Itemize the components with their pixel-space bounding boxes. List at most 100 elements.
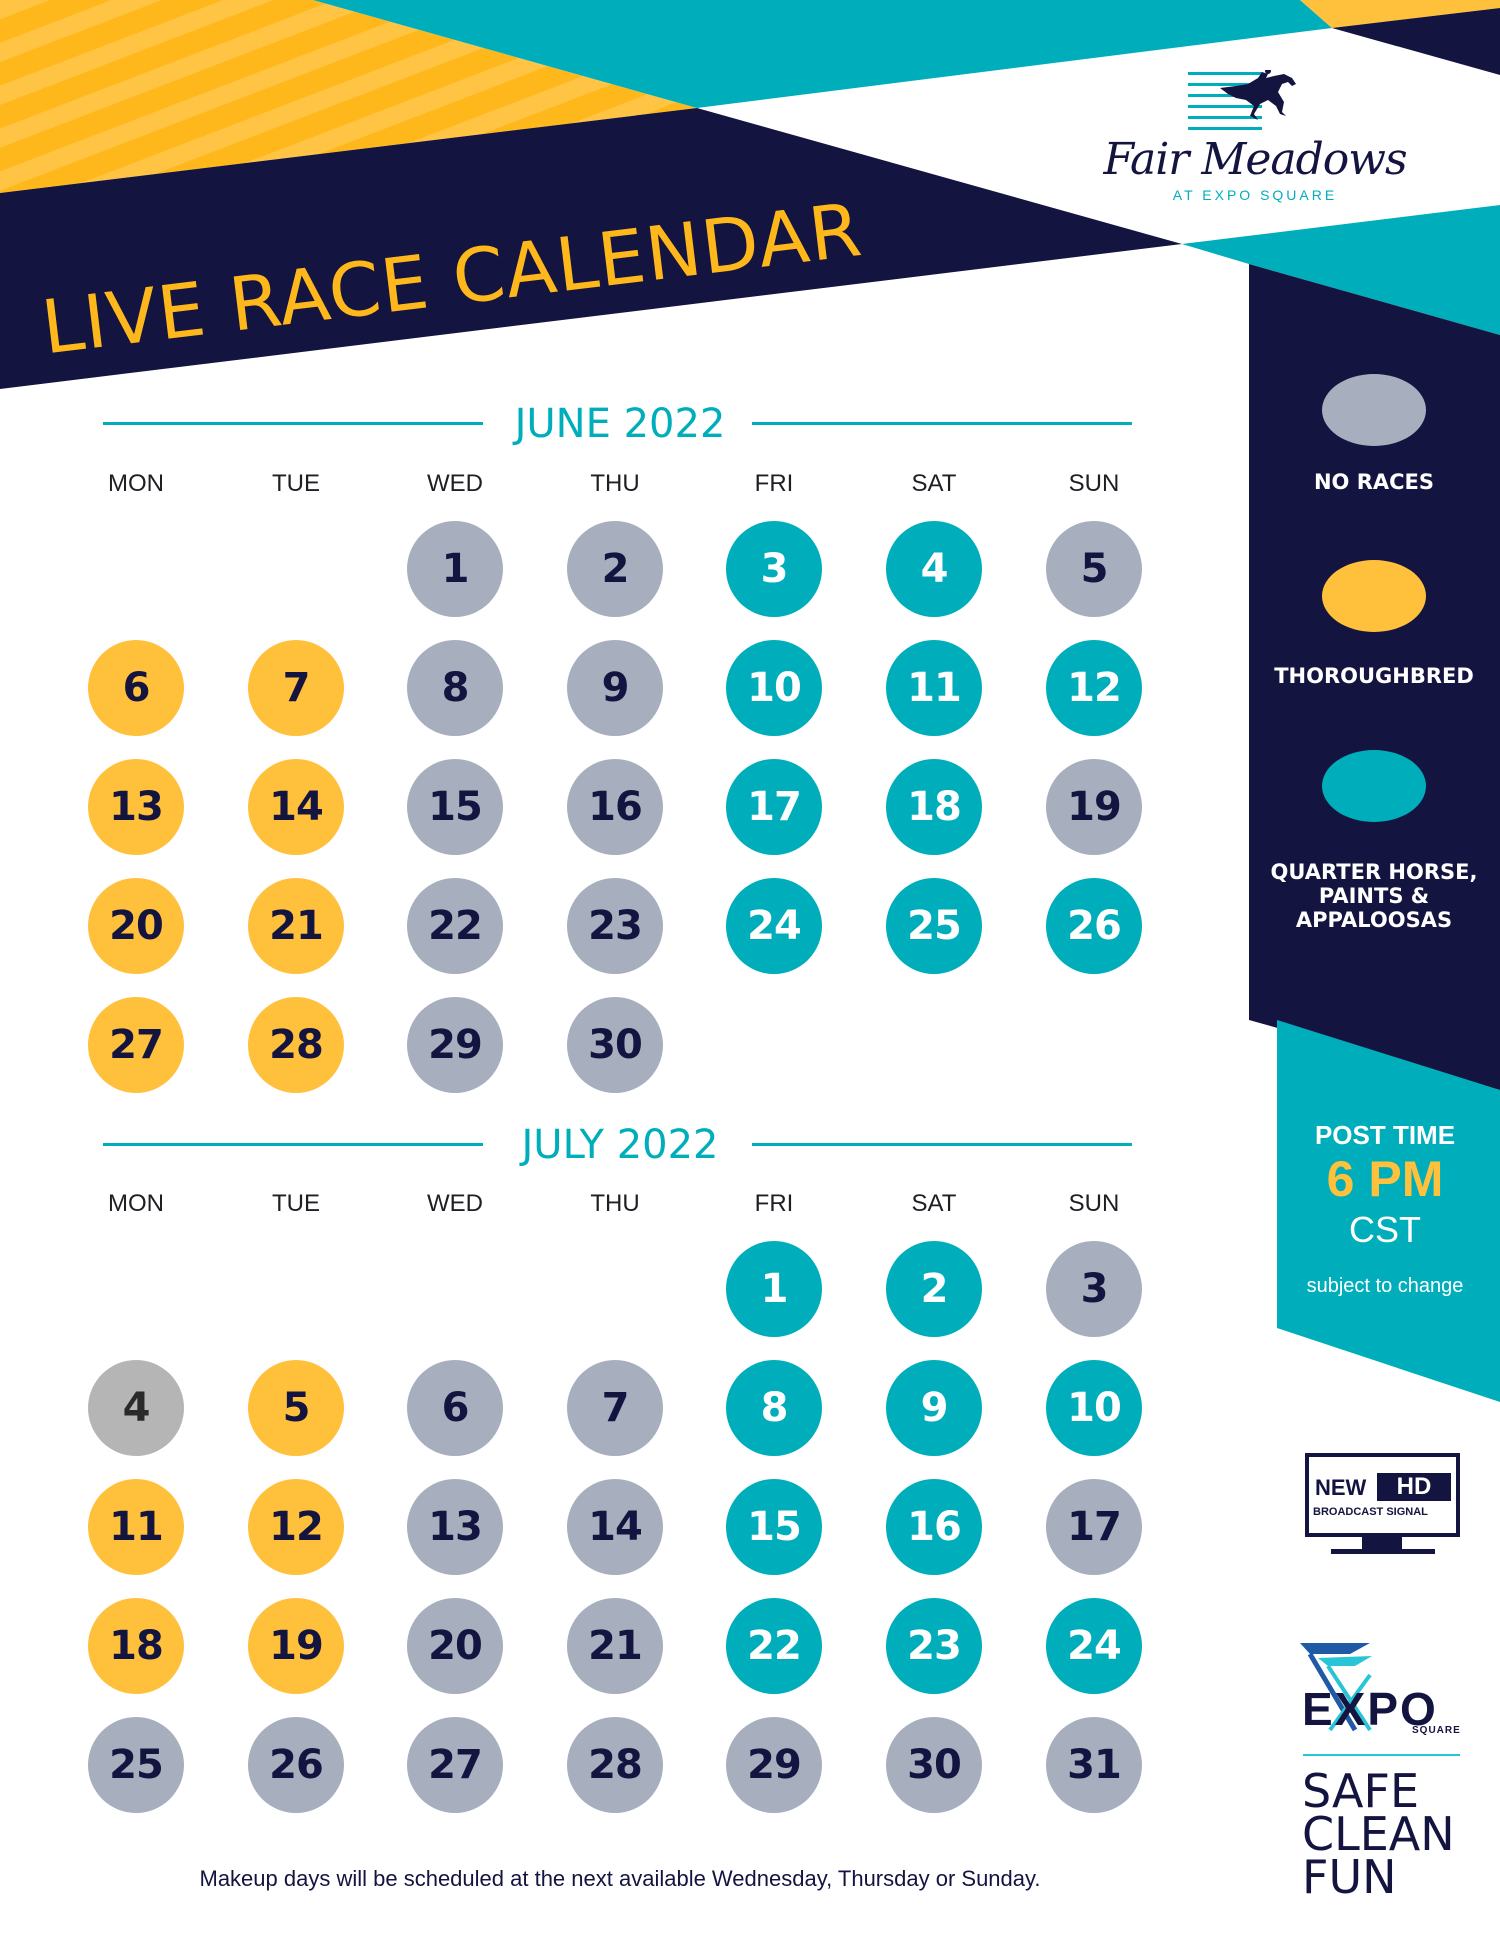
calendar-day-none: 1 <box>407 521 503 617</box>
calendar-day-none: 22 <box>407 878 503 974</box>
calendar-day-none: 16 <box>567 759 663 855</box>
legend-label-no-races: NO RACES <box>1313 470 1435 494</box>
calendar-day-qh: 12 <box>1046 640 1142 736</box>
calendar-day-qh: 23 <box>886 1598 982 1694</box>
calendar-day-qh: 15 <box>726 1479 822 1575</box>
calendar-day-none: 27 <box>407 1717 503 1813</box>
weekday-header: MON <box>108 470 164 497</box>
calendar-day-none: 2 <box>567 521 663 617</box>
calendar-day-none: 19 <box>1046 759 1142 855</box>
calendar-day-thor: 6 <box>88 640 184 736</box>
calendar-day-thor: 18 <box>88 1598 184 1694</box>
calendar-day-none: 5 <box>1046 521 1142 617</box>
fair-meadows-logo: Fair Meadows AT EXPO SQUARE <box>1100 60 1410 210</box>
calendar-day-none: 29 <box>726 1717 822 1813</box>
calendar-day-thor: 7 <box>248 640 344 736</box>
logo-subtitle: AT EXPO SQUARE <box>1172 187 1338 203</box>
calendar-day-none: 6 <box>407 1360 503 1456</box>
calendar-day-qh: 22 <box>726 1598 822 1694</box>
month-title: JUNE 2022 <box>514 401 726 447</box>
weekday-header: THU <box>590 470 640 497</box>
legend-swatch-thoroughbred <box>1322 560 1426 632</box>
post-time-label: POST TIME <box>1314 1120 1456 1150</box>
legend-label-thoroughbred: THOROUGHBRED <box>1274 664 1474 688</box>
calendar-day-qh: 2 <box>886 1241 982 1337</box>
calendar-day-qh: 10 <box>1046 1360 1142 1456</box>
weekday-header: TUE <box>272 470 320 497</box>
tv-stand-icon <box>1362 1537 1402 1549</box>
calendar-day-none: 30 <box>567 997 663 1093</box>
calendar-day-qh: 4 <box>886 521 982 617</box>
calendar-day-none: 23 <box>567 878 663 974</box>
calendar-day-thor: 28 <box>248 997 344 1093</box>
calendar-day-none: 9 <box>567 640 663 736</box>
calendar-day-none: 25 <box>88 1717 184 1813</box>
expo-wordmark: EXPO <box>1302 1683 1438 1735</box>
tv-base-icon <box>1331 1549 1435 1554</box>
calendar-day-qh: 24 <box>726 878 822 974</box>
calendar-day-thor: 14 <box>248 759 344 855</box>
weekday-header: SAT <box>911 1190 957 1217</box>
calendar-day-none: 3 <box>1046 1241 1142 1337</box>
calendar-day-qh: 3 <box>726 521 822 617</box>
weekday-header: WED <box>427 470 483 497</box>
legend-swatch-no-races <box>1322 374 1426 446</box>
calendar-day-none: 8 <box>407 640 503 736</box>
calendar-day-thor: 20 <box>88 878 184 974</box>
calendar-day-qh: 25 <box>886 878 982 974</box>
calendar-day-none: 31 <box>1046 1717 1142 1813</box>
month-divider-left <box>103 422 483 425</box>
calendar-day-thor: 21 <box>248 878 344 974</box>
post-time-zone: CST <box>1349 1209 1421 1250</box>
weekday-header: SUN <box>1068 1190 1120 1217</box>
calendar-day-none: 14 <box>567 1479 663 1575</box>
weekday-header: MON <box>108 1190 164 1217</box>
calendar-day-qh: 11 <box>886 640 982 736</box>
calendar-day-qh: 18 <box>886 759 982 855</box>
weekday-header: SUN <box>1068 470 1120 497</box>
slogan-fun: FUN <box>1302 1850 1397 1904</box>
expo-square-flag-icon <box>1300 1643 1372 1732</box>
makeup-days-note: Makeup days will be scheduled at the nex… <box>199 1866 1041 1891</box>
calendar-day-none: 21 <box>567 1598 663 1694</box>
calendar-day-none: 17 <box>1046 1479 1142 1575</box>
post-time-value: 6 PM <box>1326 1151 1444 1207</box>
calendar-day-none: 30 <box>886 1717 982 1813</box>
calendar-day-qh: 24 <box>1046 1598 1142 1694</box>
calendar-day-none: 26 <box>248 1717 344 1813</box>
slogan-safe: SAFE <box>1302 1764 1420 1818</box>
month-divider-right <box>752 1143 1132 1146</box>
expo-square-subtext: SQUARE <box>1412 1725 1461 1736</box>
calendar-day-thor: 5 <box>248 1360 344 1456</box>
badge-hd-text: HD <box>1377 1473 1451 1501</box>
weekday-header: THU <box>590 1190 640 1217</box>
calendar-day-none: 20 <box>407 1598 503 1694</box>
calendar-day-holiday: 4 <box>88 1360 184 1456</box>
calendar-day-qh: 10 <box>726 640 822 736</box>
weekday-header: FRI <box>754 470 794 497</box>
calendar-day-qh: 8 <box>726 1360 822 1456</box>
legend-label-quarter-horse: QUARTER HORSE, PAINTS & APPALOOSAS <box>1270 860 1478 932</box>
calendar-day-thor: 12 <box>248 1479 344 1575</box>
weekday-header: TUE <box>272 1190 320 1217</box>
hd-broadcast-badge: NEW HD BROADCAST SIGNAL <box>1305 1453 1460 1537</box>
slogan-clean: CLEAN <box>1302 1807 1455 1861</box>
calendar-day-thor: 19 <box>248 1598 344 1694</box>
calendar-day-thor: 27 <box>88 997 184 1093</box>
calendar-day-none: 28 <box>567 1717 663 1813</box>
weekday-header: SAT <box>911 470 957 497</box>
expo-divider <box>1303 1754 1460 1756</box>
calendar-day-qh: 16 <box>886 1479 982 1575</box>
weekday-header: WED <box>427 1190 483 1217</box>
calendar-day-qh: 1 <box>726 1241 822 1337</box>
logo-wordmark: Fair Meadows <box>1103 134 1407 185</box>
badge-broadcast-text: BROADCAST SIGNAL <box>1313 1506 1428 1518</box>
calendar-day-thor: 13 <box>88 759 184 855</box>
weekday-header: FRI <box>754 1190 794 1217</box>
month-title: JULY 2022 <box>521 1122 719 1168</box>
badge-new-text: NEW <box>1315 1475 1367 1500</box>
calendar-day-qh: 17 <box>726 759 822 855</box>
calendar-day-none: 13 <box>407 1479 503 1575</box>
month-divider-left <box>103 1143 483 1146</box>
